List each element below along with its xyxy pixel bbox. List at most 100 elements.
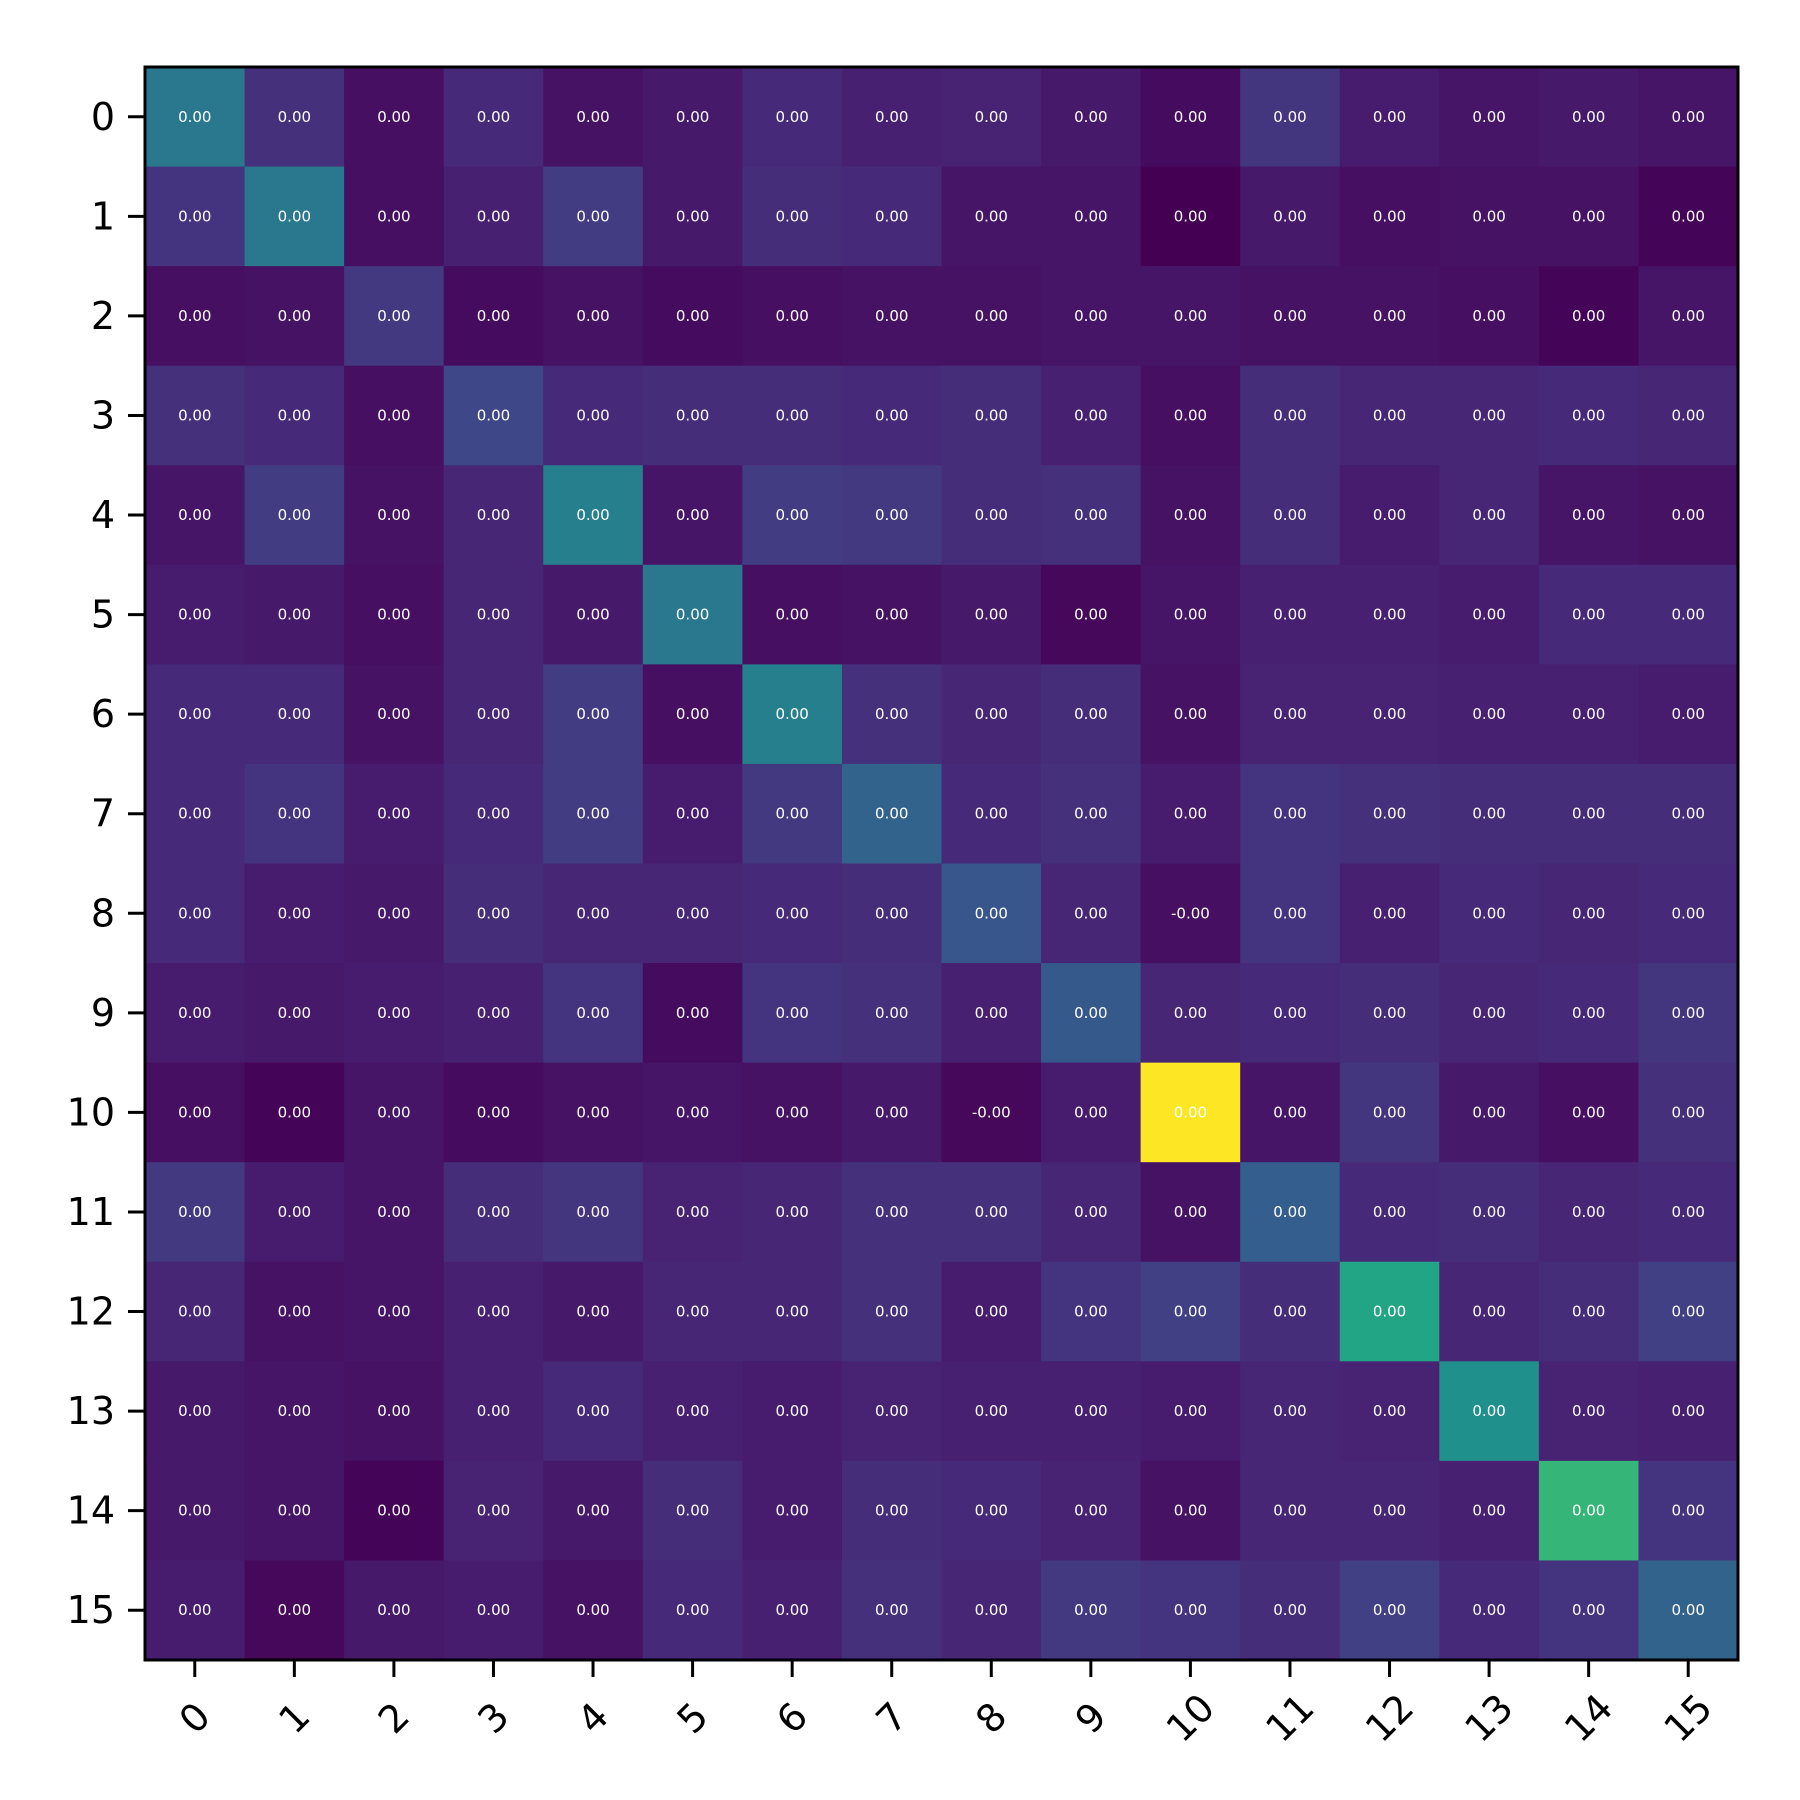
- heatmap-cell-r12-c2: [344, 1261, 445, 1362]
- cell-value-label-r8-c2: 0.00: [377, 904, 410, 922]
- cell-value-label-r6-c5: 0.00: [676, 705, 709, 723]
- cell-value-label-r2-c0: 0.00: [178, 307, 211, 325]
- cell-value-label-r10-c7: 0.00: [875, 1103, 908, 1121]
- cell-value-label-r5-c1: 0.00: [278, 606, 311, 624]
- heatmap-cell-r3-c7: [841, 365, 943, 466]
- heatmap-cell-r14-c2: [344, 1460, 445, 1562]
- cell-value-label-r7-c15: 0.00: [1672, 805, 1705, 823]
- cell-value-label-r14-c9: 0.00: [1074, 1502, 1107, 1520]
- cell-value-label-r8-c1: 0.00: [278, 904, 311, 922]
- heatmap-cell-r0-c13: [1439, 67, 1540, 168]
- cell-value-label-r3-c10: 0.00: [1174, 406, 1207, 424]
- heatmap-cell-r15-c2: [344, 1560, 445, 1661]
- heatmap-cell-r4-c12: [1339, 465, 1440, 566]
- cell-value-label-r12-c5: 0.00: [676, 1303, 709, 1321]
- cell-value-label-r1-c6: 0.00: [775, 207, 808, 225]
- cell-value-label-r0-c3: 0.00: [477, 108, 510, 126]
- x-tick-label-1: 1: [270, 1694, 318, 1742]
- heatmap-cell-labels: 0.00 0.00 0.00 0.00 0.00 0.00 0.00 0.00 0.00 0.00…: [178, 108, 1705, 1619]
- heatmap-cell-r6-c13: [1439, 664, 1540, 765]
- heatmap-cell-r3-c1: [244, 365, 345, 466]
- heatmap-cell-r12-c14: [1538, 1261, 1640, 1362]
- heatmap-cell-r14-c15: [1638, 1460, 1739, 1562]
- heatmap-cell-r11-c9: [1041, 1162, 1142, 1263]
- cell-value-label-r4-c4: 0.00: [576, 506, 609, 524]
- heatmap-cell-r2-c0: [145, 266, 246, 367]
- heatmap-cell-r15-c4: [543, 1560, 644, 1661]
- heatmap-cell-r6-c5: [642, 664, 743, 765]
- cell-value-label-r11-c1: 0.00: [278, 1203, 311, 1221]
- cell-value-label-r3-c12: 0.00: [1373, 406, 1406, 424]
- heatmap-cell-r2-c2: [344, 266, 445, 367]
- heatmap-cell-r2-c13: [1439, 266, 1540, 367]
- heatmap-cell-r0-c8: [941, 67, 1042, 168]
- heatmap-cell-r3-c5: [642, 365, 743, 466]
- heatmap-cell-r7-c12: [1339, 763, 1440, 865]
- cell-value-label-r14-c0: 0.00: [178, 1502, 211, 1520]
- heatmap-cell-r11-c1: [244, 1162, 345, 1263]
- cell-value-label-r4-c0: 0.00: [178, 506, 211, 524]
- heatmap-cell-r14-c10: [1140, 1460, 1241, 1562]
- x-tick-label-4: 4: [569, 1694, 617, 1742]
- cell-value-label-r4-c11: 0.00: [1273, 506, 1306, 524]
- heatmap-cell-r4-c10: [1140, 465, 1241, 566]
- heatmap-cell-r9-c1: [244, 963, 345, 1064]
- heatmap-cell-r0-c11: [1240, 67, 1341, 168]
- heatmap-cell-r9-c13: [1439, 963, 1540, 1064]
- heatmap-cell-r6-c11: [1240, 664, 1341, 765]
- heatmap-cell-r4-c1: [244, 465, 345, 566]
- heatmap-cell-r5-c7: [841, 564, 943, 665]
- y-tick-label-3: 3: [91, 393, 115, 437]
- heatmap-cell-r15-c10: [1140, 1560, 1241, 1661]
- cell-value-label-r7-c1: 0.00: [278, 805, 311, 823]
- heatmap-cell-r7-c1: [244, 763, 345, 865]
- cell-value-label-r13-c7: 0.00: [875, 1402, 908, 1420]
- cell-value-label-r7-c7: 0.00: [875, 805, 908, 823]
- heatmap-cell-r5-c10: [1140, 564, 1241, 665]
- heatmap-cell-r14-c6: [742, 1460, 843, 1562]
- heatmap-cell-r0-c10: [1140, 67, 1241, 168]
- cell-value-label-r9-c4: 0.00: [576, 1004, 609, 1022]
- cell-value-label-r11-c12: 0.00: [1373, 1203, 1406, 1221]
- heatmap-cell-r12-c12: [1339, 1261, 1440, 1362]
- heatmap-cell-r10-c0: [145, 1062, 246, 1163]
- heatmap-cell-r4-c13: [1439, 465, 1540, 566]
- cell-value-label-r14-c15: 0.00: [1672, 1502, 1705, 1520]
- heatmap-cell-r2-c10: [1140, 266, 1241, 367]
- cell-value-label-r4-c14: 0.00: [1572, 506, 1605, 524]
- heatmap-cell-r13-c4: [543, 1361, 644, 1462]
- heatmap-cell-r12-c4: [543, 1261, 644, 1362]
- cell-value-label-r14-c5: 0.00: [676, 1502, 709, 1520]
- cell-value-label-r15-c12: 0.00: [1373, 1601, 1406, 1619]
- x-tick-label-6: 6: [768, 1694, 816, 1742]
- cell-value-label-r1-c11: 0.00: [1273, 207, 1306, 225]
- heatmap-cell-r2-c4: [543, 266, 644, 367]
- heatmap-cell-r0-c4: [543, 67, 644, 168]
- cell-value-label-r13-c15: 0.00: [1672, 1402, 1705, 1420]
- heatmap-cell-r5-c11: [1240, 564, 1341, 665]
- heatmap-cell-r0-c14: [1538, 67, 1640, 168]
- heatmap-cell-r13-c7: [841, 1361, 943, 1462]
- cell-value-label-r10-c11: 0.00: [1273, 1103, 1306, 1121]
- cell-value-label-r4-c7: 0.00: [875, 506, 908, 524]
- heatmap-cell-r0-c6: [742, 67, 843, 168]
- y-tick-label-15: 15: [67, 1588, 115, 1632]
- cell-value-label-r0-c13: 0.00: [1472, 108, 1505, 126]
- cell-value-label-r1-c5: 0.00: [676, 207, 709, 225]
- heatmap-cell-r9-c6: [742, 963, 843, 1064]
- heatmap-cell-r1-c3: [443, 166, 544, 267]
- heatmap-cell-r9-c14: [1538, 963, 1640, 1064]
- cell-value-label-r8-c15: 0.00: [1672, 904, 1705, 922]
- heatmap-cell-r15-c15: [1638, 1560, 1739, 1661]
- heatmap-cell-r10-c11: [1240, 1062, 1341, 1163]
- heatmap-cell-r14-c0: [145, 1460, 246, 1562]
- cell-value-label-r3-c6: 0.00: [775, 406, 808, 424]
- heatmap-cell-r13-c9: [1041, 1361, 1142, 1462]
- heatmap-cell-r5-c3: [443, 564, 544, 665]
- cell-value-label-r5-c6: 0.00: [775, 606, 808, 624]
- cell-value-label-r14-c14: 0.00: [1572, 1502, 1605, 1520]
- cell-value-label-r3-c0: 0.00: [178, 406, 211, 424]
- cell-value-label-r15-c10: 0.00: [1174, 1601, 1207, 1619]
- heatmap-cell-r7-c3: [443, 763, 544, 865]
- cell-value-label-r15-c15: 0.00: [1672, 1601, 1705, 1619]
